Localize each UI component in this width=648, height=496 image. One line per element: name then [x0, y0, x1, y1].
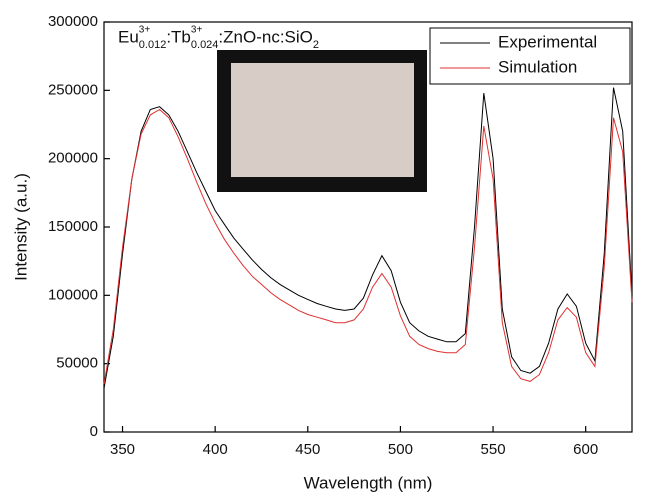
- series-line: [103, 108, 633, 385]
- y-tick-label: 100000: [48, 286, 98, 303]
- title-text: :Tb: [166, 27, 191, 46]
- x-tick-label: 450: [295, 441, 320, 458]
- title-superscript: 3+: [139, 25, 151, 36]
- title-superscript: 3+: [191, 25, 203, 36]
- title-text: :ZnO-nc:SiO: [218, 27, 312, 46]
- legend-box: [429, 27, 631, 85]
- y-axis-label: Intensity (a.u.): [11, 173, 30, 281]
- x-axis-label: Wavelength (nm): [304, 473, 433, 492]
- series-line: [103, 87, 633, 389]
- y-tick-label: 150000: [48, 218, 98, 235]
- y-tick-label: 0: [90, 423, 98, 440]
- legend-label: Experimental: [498, 32, 597, 51]
- y-tick-label: 200000: [48, 150, 98, 167]
- x-tick-label: 400: [203, 441, 228, 458]
- title-subscript: 0.024: [191, 39, 219, 51]
- y-tick-label: 250000: [48, 81, 98, 98]
- x-tick-label: 350: [110, 441, 135, 458]
- title-subscript: 2: [313, 39, 319, 51]
- title-text: Eu: [118, 27, 139, 46]
- y-tick-label: 50000: [56, 355, 98, 372]
- x-tick-label: 500: [388, 441, 413, 458]
- x-tick-label: 600: [573, 441, 598, 458]
- title-subscript: 0.012: [139, 39, 167, 51]
- legend-label: Simulation: [498, 57, 577, 76]
- y-tick-label: 300000: [48, 13, 98, 30]
- x-tick-label: 550: [481, 441, 506, 458]
- inset-photo: [231, 63, 414, 177]
